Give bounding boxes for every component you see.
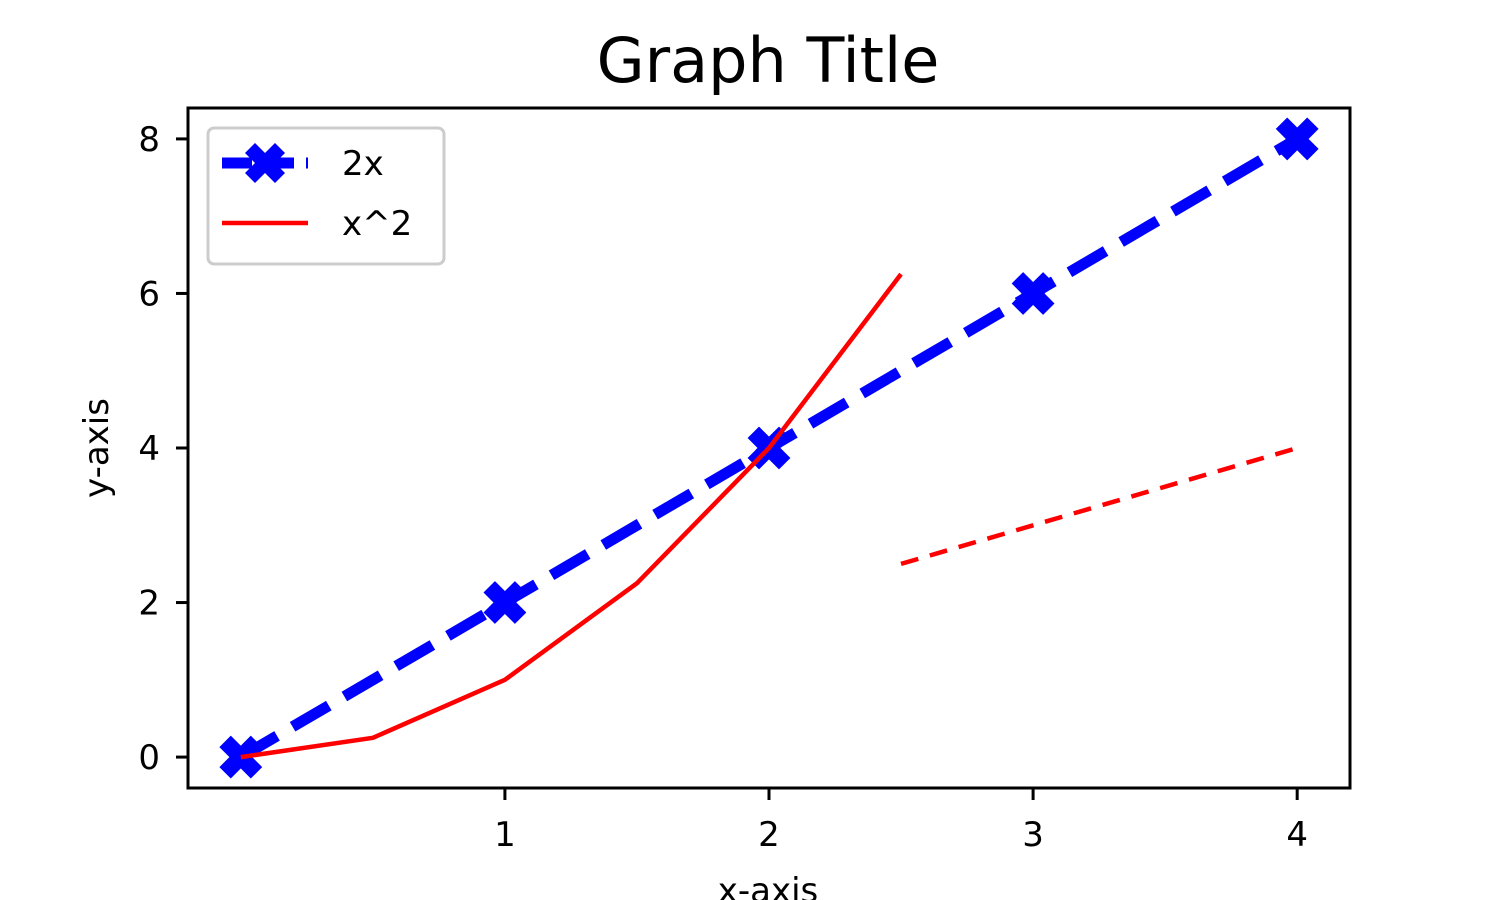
x-tick-label: 1 (494, 815, 516, 855)
data-point-marker (1011, 272, 1055, 315)
y-tick-label: 4 (138, 429, 160, 469)
data-point-marker (1275, 117, 1319, 161)
y-axis-label: y-axis (77, 398, 117, 498)
legend: 2x x^2 (206, 126, 446, 266)
x-axis-label: x-axis (718, 871, 819, 900)
axis-ticks: 1 2 3 4 0 2 4 6 8 (138, 120, 1308, 855)
plot-area (219, 117, 1319, 779)
x-tick-label: 2 (758, 815, 780, 855)
y-tick-label: 2 (138, 584, 160, 624)
legend-label: x^2 (342, 204, 412, 244)
legend-marker-icon (245, 143, 285, 183)
series-line-x-2 (240, 272, 903, 760)
series-x-2 (240, 272, 903, 760)
legend-label: 2x (342, 144, 384, 184)
y-tick-label: 8 (138, 120, 160, 160)
x-tick-label: 3 (1022, 815, 1044, 855)
x-tick-label: 4 (1286, 815, 1308, 855)
series-line-unlabeled-2 (900, 445, 1298, 567)
y-tick-label: 6 (138, 274, 160, 314)
chart-title: Graph Title (597, 24, 940, 97)
y-tick-label: 0 (138, 738, 160, 778)
data-point-marker (483, 581, 527, 624)
series-unlabeled-2 (900, 445, 1298, 567)
